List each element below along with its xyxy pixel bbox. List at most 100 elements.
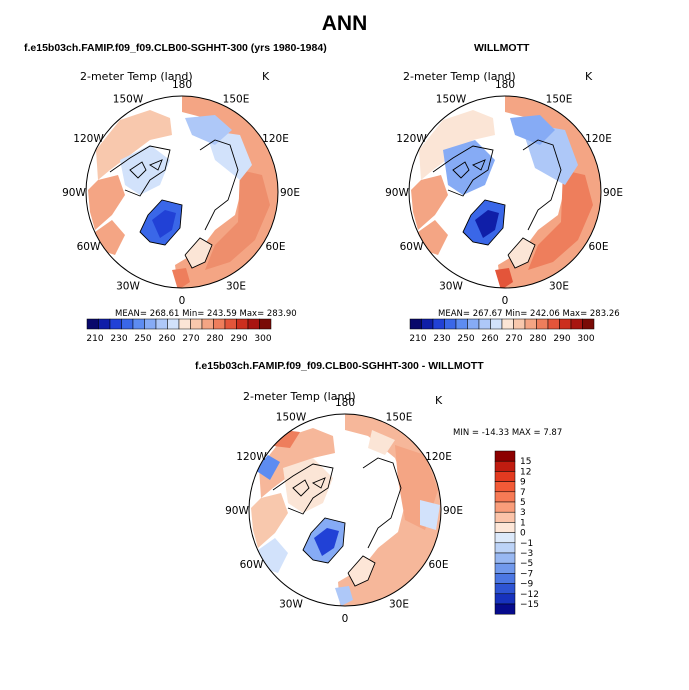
longitude-label: 120W [236, 451, 267, 463]
colorbar-swatch [494, 501, 516, 513]
colorbar-swatch [494, 511, 516, 523]
colorbar-swatch [167, 318, 180, 330]
panel-3-units-label: K [435, 394, 443, 407]
colorbar-swatch [224, 318, 237, 330]
colorbar-swatch [524, 318, 537, 330]
page-title: ANN [321, 12, 368, 35]
colorbar-tick-label: 280 [206, 334, 223, 344]
panel-3-longitude-labels: 180 150E 120E 90E 60E 30E 0 30W 60W 90W 120W 150W [225, 397, 463, 625]
colorbar-swatch [494, 542, 516, 554]
colorbar-tick-label: −12 [520, 590, 539, 600]
panel-1-longitude-labels: 180 150E 120E 90E 60E 30E 0 30W 60W 90W 120W 150W [62, 79, 300, 307]
longitude-label: 180 [495, 79, 515, 91]
colorbar-swatch [121, 318, 134, 330]
colorbar-swatch [494, 460, 516, 472]
colorbar-swatch [478, 318, 491, 330]
panel-3-stats: MIN = -14.33 MAX = 7.87 [453, 428, 562, 438]
panel-2-land-field [409, 96, 601, 288]
longitude-label: 120W [73, 133, 104, 145]
colorbar-tick-label: −5 [520, 559, 533, 569]
colorbar-tick-label: −7 [520, 569, 533, 579]
colorbar-swatch [513, 318, 526, 330]
colorbar-swatch [490, 318, 503, 330]
colorbar-tick-label: 7 [520, 488, 526, 498]
colorbar-swatch [494, 583, 516, 595]
colorbar-swatch [536, 318, 549, 330]
colorbar-tick-label: 230 [110, 334, 127, 344]
colorbar-tick-label: 230 [433, 334, 450, 344]
colorbar-swatch [547, 318, 560, 330]
longitude-label: 120E [585, 133, 612, 145]
colorbar-tick-label: 270 [182, 334, 199, 344]
colorbar-tick-label: 5 [520, 498, 526, 508]
colorbar-swatch [559, 318, 572, 330]
colorbar-tick-label: −3 [520, 549, 533, 559]
colorbar-tick-label: 260 [158, 334, 175, 344]
colorbar-tick-label: 290 [230, 334, 247, 344]
colorbar-tick-label: 250 [457, 334, 474, 344]
panel-2-longitude-labels: 180 150E 120E 90E 60E 30E 0 30W 60W 90W 120W 150W [385, 79, 623, 307]
colorbar-swatch [444, 318, 457, 330]
colorbar-tick-label: 3 [520, 508, 526, 518]
colorbar-swatch [494, 603, 516, 615]
longitude-label: 30E [549, 281, 569, 293]
colorbar-swatch [494, 552, 516, 564]
colorbar-tick-label: 260 [481, 334, 498, 344]
longitude-label: 150W [113, 94, 144, 106]
longitude-label: 90W [62, 187, 86, 199]
longitude-label: 60W [400, 241, 424, 253]
colorbar-tick-label: 210 [86, 334, 103, 344]
colorbar-swatch [494, 573, 516, 584]
longitude-label: 30W [439, 281, 463, 293]
colorbar-tick-label: 280 [529, 334, 546, 344]
colorbar-swatch [247, 318, 260, 330]
longitude-label: 120E [262, 133, 289, 145]
colorbar-tick-label: 270 [505, 334, 522, 344]
longitude-label: 90E [280, 187, 300, 199]
panel-2-map-border [408, 95, 602, 289]
longitude-label: 0 [502, 295, 509, 307]
colorbar-tick-label: 9 [520, 478, 526, 488]
colorbar-swatch [409, 318, 422, 330]
longitude-label: 150W [276, 412, 307, 424]
colorbar-tick-label: 0 [520, 529, 526, 539]
panel-3-map: 2-meter Temp (land) K [243, 390, 443, 607]
colorbar-swatch [494, 491, 516, 503]
panel-3-map-border [248, 413, 442, 607]
panel-1-stats: MEAN= 268.61 Min= 243.59 Max= 283.90 [115, 309, 297, 319]
longitude-label: 30W [116, 281, 140, 293]
longitude-label: 90W [225, 505, 249, 517]
colorbar-swatch [213, 318, 226, 330]
colorbar-swatch [259, 318, 272, 330]
panel-3-case-title: f.e15b03ch.FAMIP.f09_f09.CLB00-SGHHT-300… [195, 360, 484, 372]
longitude-label: 30E [389, 599, 409, 611]
colorbar-swatch [570, 318, 583, 330]
longitude-label: 180 [172, 79, 192, 91]
panel-1-map-border [85, 95, 279, 289]
longitude-label: 30E [226, 281, 246, 293]
colorbar-swatch [494, 522, 516, 533]
longitude-label: 180 [335, 397, 355, 409]
colorbar-swatch [494, 481, 516, 493]
longitude-label: 30W [279, 599, 303, 611]
colorbar-swatch [201, 318, 214, 330]
colorbar-tick-label: −9 [520, 580, 534, 590]
longitude-label: 90W [385, 187, 409, 199]
panel-1-colorbar: 210 230 250 260 270 280 290 300 [86, 318, 272, 344]
colorbar-swatch [109, 318, 122, 330]
colorbar-tick-label: 1 [520, 518, 526, 528]
colorbar-swatch [467, 318, 480, 330]
colorbar-swatch [98, 318, 111, 330]
panel-2-units-label: K [585, 70, 593, 83]
longitude-label: 60W [240, 559, 264, 571]
colorbar-swatch [494, 562, 516, 574]
colorbar-swatch [494, 593, 516, 605]
colorbar-tick-label: 15 [520, 457, 531, 467]
colorbar-swatch [86, 318, 99, 330]
colorbar-tick-label: 210 [409, 334, 426, 344]
panel-2-variable-label: 2-meter Temp (land) [403, 70, 516, 83]
colorbar-swatch [582, 318, 595, 330]
colorbar-tick-label: 300 [577, 334, 594, 344]
panel-1-case-title: f.e15b03ch.FAMIP.f09_f09.CLB00-SGHHT-300… [24, 42, 327, 54]
